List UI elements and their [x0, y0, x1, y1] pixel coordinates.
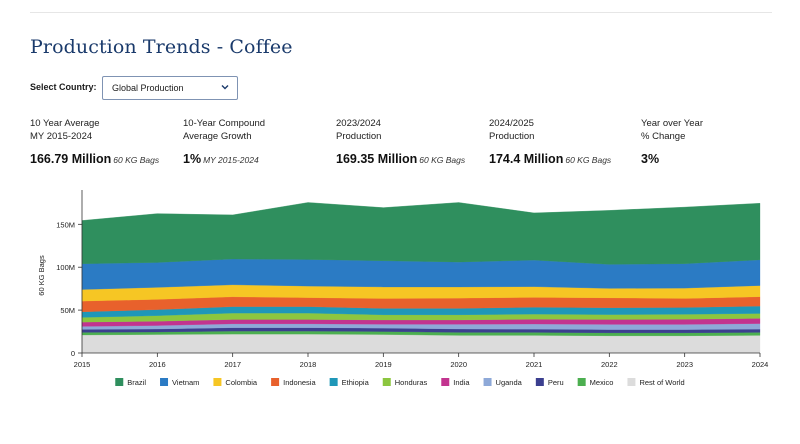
- country-select-value: Global Production: [112, 83, 184, 93]
- legend-label-rest-of-world: Rest of World: [639, 378, 684, 387]
- x-tick-label: 2016: [149, 360, 166, 369]
- y-axis-title: 60 KG Bags: [37, 255, 46, 296]
- x-tick-label: 2021: [526, 360, 543, 369]
- legend-label-mexico: Mexico: [590, 378, 614, 387]
- legend-swatch-peru: [535, 378, 544, 386]
- area-series-rest-of-world: [81, 333, 761, 354]
- page-title: Production Trends - Coffee: [30, 36, 293, 58]
- legend-label-brazil: Brazil: [127, 378, 146, 387]
- stacked-area-chart: 0 50M 100M 150M 2015 2016 2017 2018 2019 2020 2021…: [37, 190, 769, 387]
- legend-label-honduras: Honduras: [395, 378, 428, 387]
- legend-swatch-india: [441, 378, 450, 386]
- legend-label-colombia: Colombia: [225, 378, 258, 387]
- stat-label: 10-Year Compound Average Growth: [183, 118, 266, 142]
- stat-unit: 60 KG Bags: [419, 155, 466, 165]
- stat-2023-production: 2023/2024 Production 169.35 Million 60 KG …: [336, 117, 486, 168]
- x-tick-label: 2015: [74, 360, 91, 369]
- stat-label: 2024/2025 Production: [489, 118, 535, 142]
- stat-value: 174.4 Million: [489, 152, 564, 166]
- legend-swatch-mexico: [577, 378, 586, 386]
- legend-swatch-vietnam: [160, 378, 169, 386]
- y-tick-label: 50M: [60, 306, 75, 315]
- legend-label-ethiopia: Ethiopia: [342, 378, 370, 387]
- legend-label-indonesia: Indonesia: [283, 378, 316, 387]
- legend-label-vietnam: Vietnam: [172, 378, 199, 387]
- chevron-down-icon: [221, 85, 229, 90]
- stat-2024-production: 2024/2025 Production 174.4 Million 60 KG B…: [489, 117, 639, 168]
- y-tick-label: 100M: [56, 263, 75, 272]
- legend-label-peru: Peru: [548, 378, 564, 387]
- x-tick-label: 2024: [752, 360, 769, 369]
- stat-value: 169.35 Million: [336, 152, 418, 166]
- area-series-brazil: [81, 202, 761, 265]
- country-select[interactable]: Global Production: [102, 76, 238, 100]
- legend-swatch-uganda: [483, 378, 492, 386]
- legend-swatch-ethiopia: [329, 378, 338, 386]
- stat-value: 1%: [183, 152, 202, 166]
- x-tick-label: 2020: [450, 360, 467, 369]
- stat-unit: MY 2015-2024: [203, 155, 259, 165]
- country-select-label: Select Country:: [30, 82, 97, 92]
- stat-unit: 60 KG Bags: [565, 155, 612, 165]
- stat-label: Year over Year% Change: [641, 118, 703, 142]
- stat-compound-growth: 10-Year Compound Average Growth 1% MY 2015…: [183, 117, 333, 168]
- production-chart: 0 50M 100M 150M 2015 2016 2017 2018 2019 2020 2021…: [0, 180, 800, 444]
- stat-label: 2023/2024 Production: [336, 118, 382, 142]
- stat-value: 3%: [641, 152, 660, 166]
- x-tick-label: 2022: [601, 360, 618, 369]
- legend-swatch-brazil: [115, 378, 124, 386]
- legend-label-uganda: Uganda: [496, 378, 523, 387]
- legend-swatch-honduras: [382, 378, 391, 386]
- legend-swatch-rest-of-world: [627, 378, 636, 386]
- legend-swatch-indonesia: [271, 378, 280, 386]
- legend-label-india: India: [453, 378, 470, 387]
- stat-unit: 60 KG Bags: [113, 155, 160, 165]
- x-tick-label: 2018: [300, 360, 317, 369]
- y-tick-label: 0: [71, 349, 75, 358]
- x-tick-label: 2019: [375, 360, 392, 369]
- y-tick-label: 150M: [56, 220, 75, 229]
- stat-year-over-year: Year over Year% Change 3%: [641, 117, 791, 168]
- stat-label: 10 Year Average MY 2015-2024: [30, 118, 100, 142]
- stat-ten-year-average: 10 Year Average MY 2015-2024 166.79 Milli…: [30, 117, 180, 168]
- legend-swatch-colombia: [213, 378, 222, 386]
- top-divider: [30, 12, 772, 13]
- x-tick-label: 2017: [224, 360, 241, 369]
- x-tick-label: 2023: [676, 360, 693, 369]
- stat-value: 166.79 Million: [30, 152, 112, 166]
